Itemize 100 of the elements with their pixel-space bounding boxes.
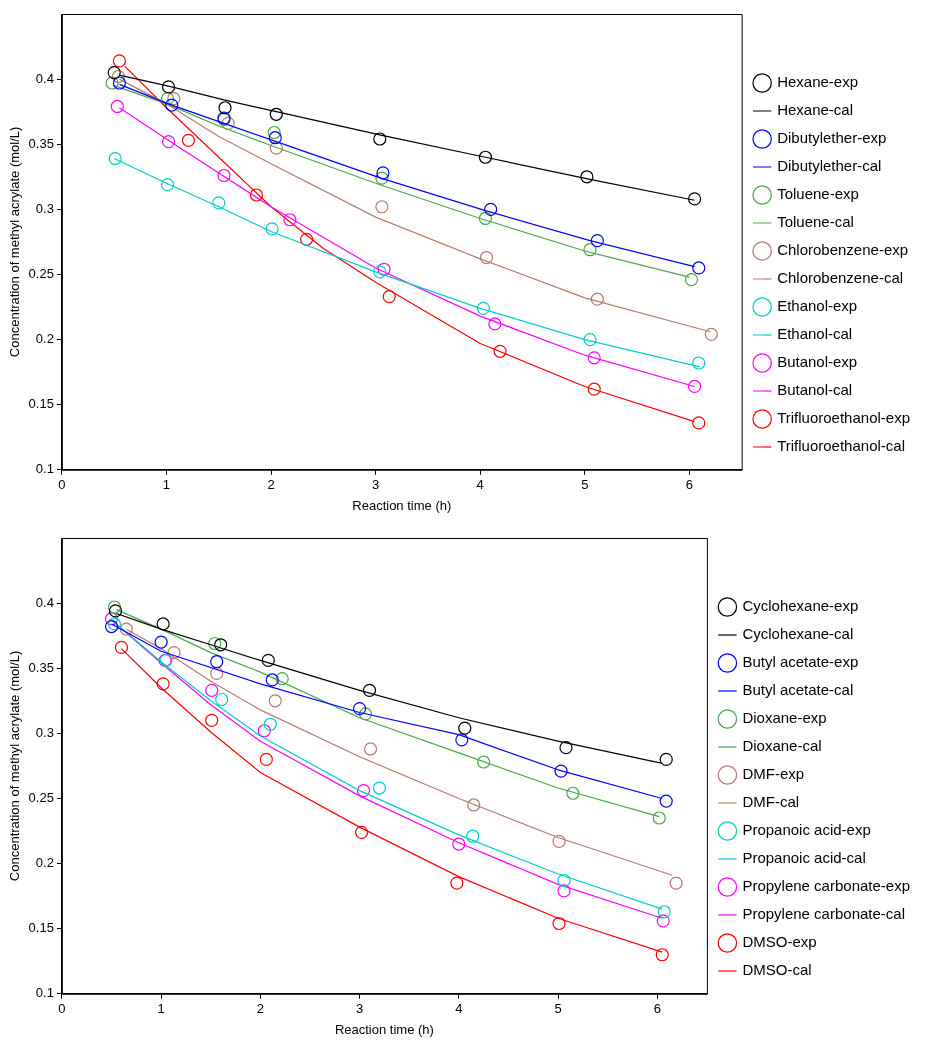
legend-label: DMF-exp	[742, 765, 805, 783]
point	[261, 653, 275, 668]
point	[114, 640, 129, 654]
x-tick-label: 0	[58, 1001, 66, 1017]
legend-label: Toluene-exp	[777, 185, 859, 203]
point	[478, 211, 493, 226]
legend-label: Trifluoroethanol-cal	[777, 437, 905, 455]
point	[669, 876, 683, 890]
legend-label: Dioxane-exp	[742, 709, 827, 727]
point	[259, 752, 273, 766]
legend-label: Trifluoroethanol-exp	[777, 409, 911, 427]
legend-label: Cyclohexane-cal	[742, 625, 854, 643]
point	[156, 677, 170, 691]
legend-label: Dioxane-cal	[742, 737, 822, 755]
legend-label: Chlorobenzene-exp	[777, 241, 909, 259]
point	[112, 54, 127, 68]
point	[559, 741, 573, 755]
legend-label: Ethanol-cal	[777, 325, 853, 343]
point	[363, 742, 378, 756]
point	[269, 141, 283, 155]
legend-label: Butanol-exp	[777, 353, 858, 371]
legend-label: Hexane-cal	[777, 101, 854, 119]
y-tick-label: 0.4	[35, 70, 54, 86]
point	[354, 825, 369, 839]
legend-label: DMF-cal	[742, 793, 800, 811]
y-tick-label: 0.4	[35, 594, 54, 610]
point	[104, 612, 119, 626]
point	[652, 811, 666, 825]
point	[382, 290, 396, 304]
point	[488, 317, 502, 331]
point	[479, 250, 494, 265]
point	[375, 171, 389, 185]
y-tick-label: 0.1	[35, 985, 54, 1001]
point	[160, 92, 175, 106]
point	[267, 125, 281, 140]
point	[590, 292, 604, 306]
legend-label: Cyclohexane-exp	[742, 597, 859, 615]
point	[119, 622, 133, 636]
point	[552, 916, 566, 931]
x-tick-label: 4	[455, 1001, 463, 1017]
point	[590, 234, 604, 248]
y-tick-label: 0.2	[35, 855, 54, 871]
point	[156, 617, 170, 631]
point	[552, 834, 566, 849]
point	[478, 150, 493, 164]
point	[554, 764, 568, 778]
point	[493, 344, 507, 358]
point	[218, 101, 232, 115]
point	[358, 707, 373, 721]
point	[583, 332, 597, 347]
point	[477, 755, 491, 769]
x-axis-title: Reaction time (h)	[334, 1021, 434, 1037]
x-tick-label: 3	[355, 1001, 364, 1017]
legend-label: DMSO-cal	[742, 961, 812, 979]
point	[692, 261, 706, 275]
x-axis-title: Reaction time (h)	[352, 497, 452, 513]
x-tick-label: 5	[554, 1001, 562, 1017]
point	[269, 107, 283, 121]
point	[484, 202, 498, 216]
point	[687, 192, 702, 206]
x-tick-label: 1	[162, 477, 171, 493]
legend-label: Toluene-cal	[777, 213, 854, 231]
y-tick-label: 0.15	[28, 920, 54, 936]
point	[557, 873, 571, 888]
point	[376, 166, 390, 180]
point	[165, 98, 179, 112]
x-tick-label: 1	[157, 1001, 165, 1017]
point	[111, 69, 125, 84]
y-tick-label: 0.15	[28, 396, 54, 412]
x-tick-label: 0	[58, 477, 66, 493]
x-tick-label: 6	[685, 477, 693, 493]
point	[112, 76, 127, 90]
point	[107, 66, 121, 80]
legend-label: Propylene carbonate-cal	[742, 905, 905, 923]
x-tick-label: 6	[653, 1001, 661, 1017]
point	[356, 784, 371, 798]
point	[214, 638, 228, 652]
point	[587, 351, 601, 365]
legend-label: Propanoic acid-cal	[742, 849, 866, 867]
legend-label: Butanol-cal	[777, 381, 853, 399]
point	[566, 786, 580, 800]
point	[221, 116, 235, 130]
point	[692, 356, 706, 370]
y-tick-label: 0.3	[35, 724, 54, 740]
point	[656, 914, 670, 928]
point	[154, 635, 168, 649]
x-tick-label: 4	[476, 477, 484, 493]
legend-label: Ethanol-exp	[777, 297, 858, 315]
y-tick-label: 0.2	[35, 331, 54, 347]
point	[692, 416, 706, 430]
point	[655, 948, 669, 962]
point	[377, 262, 391, 276]
point	[657, 905, 671, 919]
point	[352, 702, 367, 716]
point	[466, 829, 480, 843]
point	[181, 133, 196, 147]
point	[265, 222, 279, 236]
y-tick-label: 0.25	[28, 790, 54, 806]
point	[455, 733, 469, 747]
point	[263, 717, 277, 731]
